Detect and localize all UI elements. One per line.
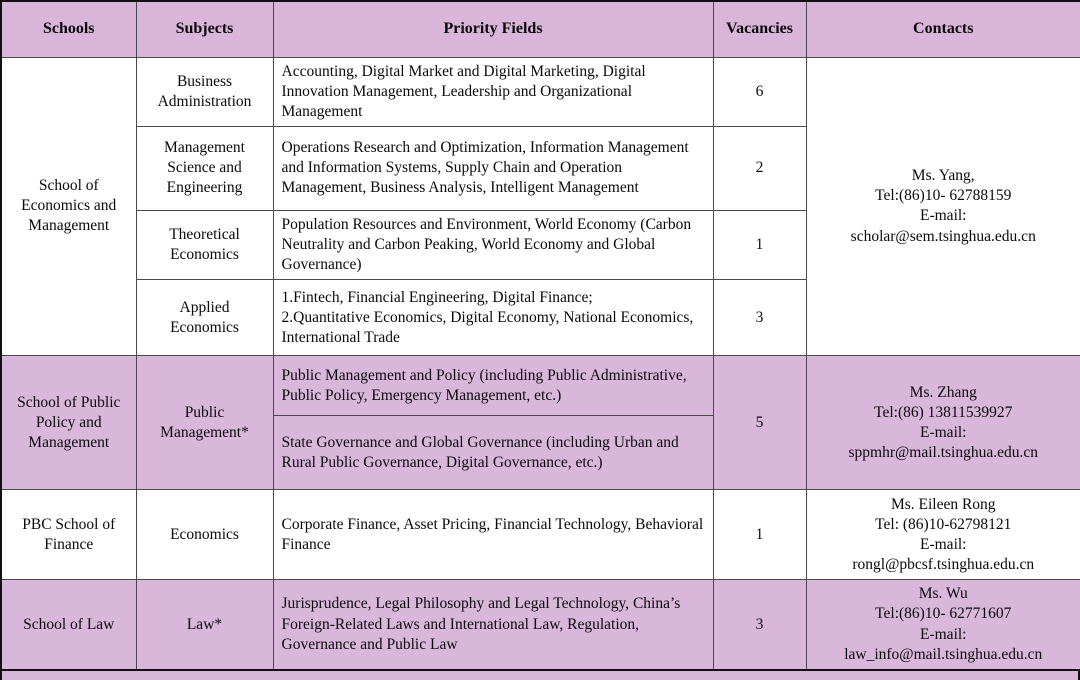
header-vacancies: Vacancies [712, 0, 807, 58]
subject-cell: Applied Economics [135, 279, 274, 357]
contact-email-label: E-mail: [920, 535, 967, 553]
subject-cell: Law* [135, 579, 274, 671]
header-contacts: Contacts [805, 0, 1080, 58]
school-cell-sppm: School of Public Policy and Management [0, 355, 137, 491]
contact-name: Ms. Wu [918, 585, 968, 603]
table-row: Theoretical Economics Population Resourc… [1, 209, 1080, 281]
priority-fields-cell: State Governance and Global Governance (… [272, 415, 714, 491]
header-row: Schools Subjects Priority Fields Vacanci… [0, 0, 1080, 58]
priority-fields-cell: Corporate Finance, Asset Pricing, Financ… [272, 489, 714, 581]
table-row: State Governance and Global Governance (… [1, 415, 1080, 491]
vacancies-cell: 3 [712, 279, 807, 357]
table-row: School of Law Law* Jurisprudence, Legal … [0, 579, 1080, 671]
cropped-next-row-strip [0, 670, 1080, 680]
header-subjects: Subjects [135, 0, 274, 58]
contact-cell-pbc: Ms. Eileen Rong Tel: (86)10-62798121 E-m… [805, 489, 1080, 581]
contact-email-label: E-mail: [920, 625, 967, 643]
vacancies-cell: 6 [712, 56, 807, 127]
header-priority-fields: Priority Fields [272, 0, 714, 58]
contact-name: Ms. Eileen Rong [890, 495, 996, 513]
header-schools: Schools [0, 0, 137, 58]
contact-cell-sppm: Ms. Zhang Tel:(86) 13811539927 E-mail: s… [805, 355, 1080, 491]
subject-cell: Business Administration [135, 56, 274, 127]
subject-cell: Economics [135, 489, 274, 581]
contact-tel: Tel:(86)10- 62771607 [875, 605, 1012, 623]
vacancies-cell: 3 [712, 579, 807, 671]
contact-tel: Tel:(86)10- 62788159 [875, 187, 1012, 205]
school-cell-pbc: PBC School of Finance [0, 489, 137, 581]
contact-tel: Tel: (86)10-62798121 [875, 515, 1012, 533]
vacancies-cell: 5 [712, 355, 807, 491]
contact-email: rongl@pbcsf.tsinghua.edu.cn [852, 555, 1035, 573]
priority-fields-cell: Jurisprudence, Legal Philosophy and Lega… [272, 579, 714, 671]
priority-fields-cell: Accounting, Digital Market and Digital M… [272, 56, 714, 127]
table-row: PBC School of Finance Economics Corporat… [0, 489, 1080, 581]
table-row: School of Economics and Management Busin… [0, 56, 1080, 357]
subject-cell: Public Management* [135, 355, 274, 491]
contact-email: law_info@mail.tsinghua.edu.cn [844, 645, 1043, 663]
priority-fields-cell: Operations Research and Optimization, In… [272, 125, 714, 211]
subject-cell: Theoretical Economics [135, 209, 274, 281]
contact-tel: Tel:(86) 13811539927 [874, 403, 1013, 421]
table-row: Management Science and Engineering Opera… [1, 125, 1080, 211]
school-cell-law: School of Law [0, 579, 137, 671]
contact-name: Ms. Yang, [911, 167, 975, 185]
contact-cell-sem: Ms. Yang, Tel:(86)10- 62788159 E-mail: s… [805, 56, 1080, 357]
vacancies-cell: 2 [712, 125, 807, 211]
priority-fields-cell: Public Management and Policy (including … [272, 355, 714, 417]
priority-fields-cell: 1.Fintech, Financial Engineering, Digita… [272, 279, 714, 357]
school-cell-sem: School of Economics and Management [0, 56, 137, 357]
contact-name: Ms. Zhang [909, 383, 977, 401]
table-row: Applied Economics 1.Fintech, Financial E… [1, 279, 1080, 357]
contact-email: scholar@sem.tsinghua.edu.cn [850, 227, 1036, 245]
priority-fields-cell: Population Resources and Environment, Wo… [272, 209, 714, 281]
subject-cell: Management Science and Engineering [135, 125, 274, 211]
contact-email: sppmhr@mail.tsinghua.edu.cn [848, 443, 1038, 461]
contact-cell-law: Ms. Wu Tel:(86)10- 62771607 E-mail: law_… [805, 579, 1080, 671]
contact-email-label: E-mail: [920, 423, 967, 441]
vacancies-cell: 1 [712, 209, 807, 281]
table-row: School of Public Policy and Management P… [0, 355, 1080, 491]
vacancies-cell: 1 [712, 489, 807, 581]
contact-email-label: E-mail: [920, 207, 967, 225]
